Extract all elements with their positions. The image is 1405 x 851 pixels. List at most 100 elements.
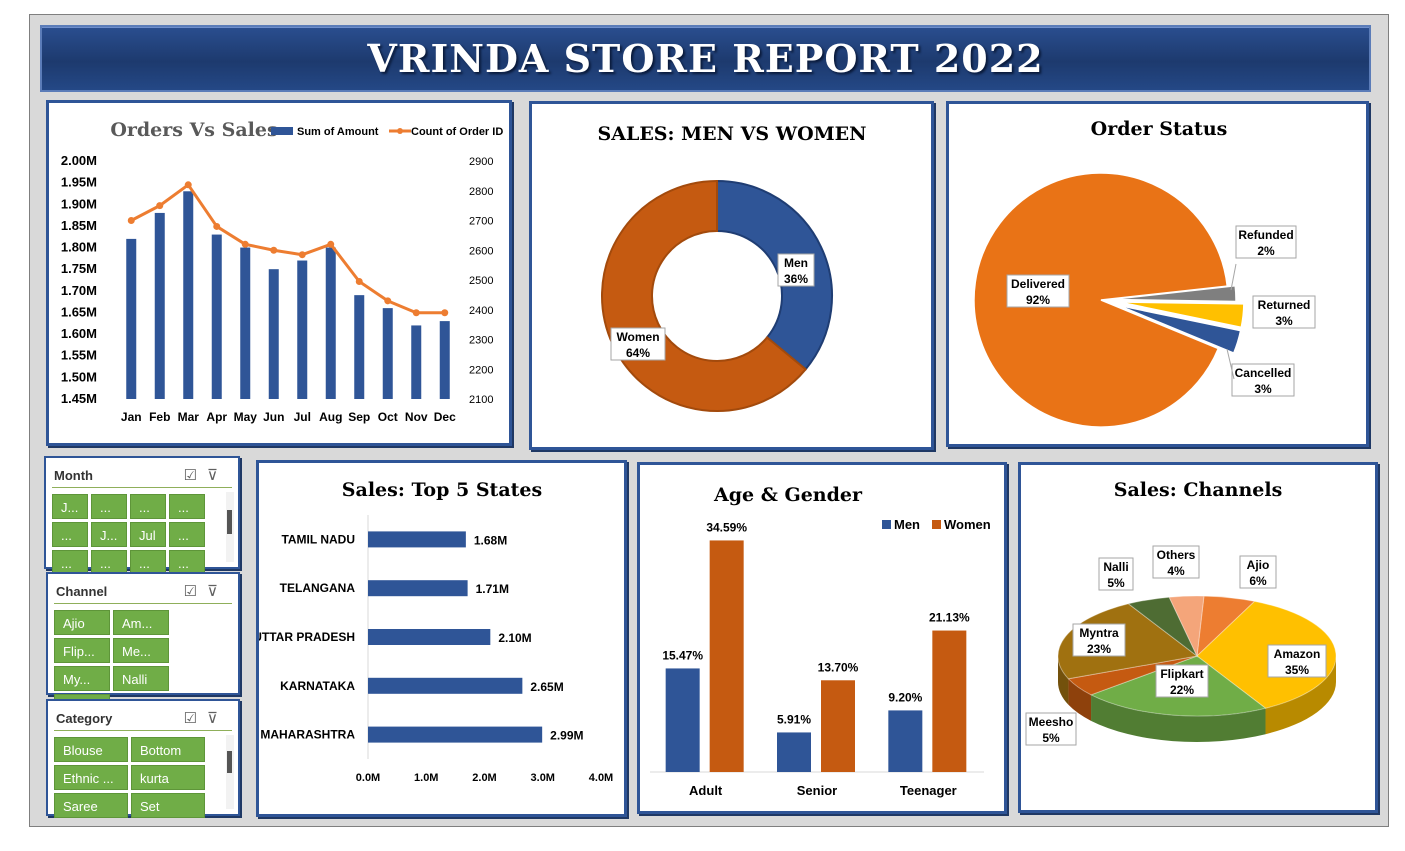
slicer-item[interactable]: ... (91, 550, 127, 575)
orders-point (213, 222, 221, 230)
sales-channels-pie-chart: Sales: Channels Ajio 6% Amazon 35% Flipkart 22… (1025, 479, 1337, 746)
multi-select-icon[interactable]: ☑ (183, 710, 208, 727)
orders-point (441, 309, 449, 317)
data-label-men-box (777, 253, 815, 287)
data-label-ajio-box (1239, 555, 1277, 589)
chart-title: Order Status (1091, 118, 1228, 140)
data-label-myntra-value: 23% (1087, 642, 1111, 656)
age-bar-women (932, 630, 967, 772)
data-label-women-value: 64% (626, 346, 650, 360)
multi-select-icon[interactable]: ☑ (183, 583, 208, 600)
sales-men-women-panel[interactable]: SALES: MEN VS WOMEN Men 36% Women 64% (529, 101, 934, 450)
x-tick-label: 3.0M (531, 772, 555, 784)
age-bar-women (821, 680, 855, 772)
top-states-panel[interactable]: Sales: Top 5 States TAMIL NADU 1.68M TELANG… (256, 460, 627, 817)
sales-bar (183, 191, 194, 399)
sales-bar (240, 247, 251, 399)
data-label-cancelled-name: Cancelled (1235, 366, 1292, 380)
data-label-refunded-value: 2% (1257, 244, 1275, 258)
slicer-item[interactable]: ... (91, 494, 127, 519)
clear-filter-icon[interactable]: ⊽ (207, 467, 228, 484)
legend-label-amount: Sum of Amount (297, 126, 379, 138)
x-tick-label: Feb (149, 410, 170, 424)
state-label: UTTAR PRADESH (259, 630, 355, 644)
slicer-item[interactable]: kurta (131, 765, 205, 790)
sales-bar (297, 260, 308, 399)
x-tick-label: Adult (689, 783, 723, 798)
clear-filter-icon[interactable]: ⊽ (207, 583, 228, 600)
category-slicer[interactable]: Category ☑⊽ Blouse Bottom Ethnic ... kurta S… (46, 699, 240, 818)
legend-label-men: Men (894, 517, 920, 532)
slicer-item[interactable]: Ajio (54, 610, 110, 635)
age-gender-panel[interactable]: Age & Gender Men Women 15.47% 34.59% Adult 5.9… (637, 462, 1007, 814)
data-label-refunded-name: Refunded (1238, 228, 1293, 242)
data-label-nalli-box (1098, 557, 1134, 591)
channel-slicer[interactable]: Channel ☑⊽ Ajio Am... Flip... Me... My... Nal… (46, 572, 240, 719)
orders-vs-sales-panel[interactable]: Orders Vs Sales Sum of Amount Count of Ord… (46, 100, 512, 446)
data-label-flipkart-name: Flipkart (1160, 667, 1203, 681)
slicer-scrollbar[interactable] (226, 492, 234, 562)
state-bar (368, 629, 491, 645)
state-bar (368, 580, 468, 597)
slicer-item[interactable]: Bottom (131, 737, 205, 762)
men-women-doughnut-chart: SALES: MEN VS WOMEN Men 36% Women 64% (598, 123, 867, 412)
sales-bar (154, 212, 165, 399)
sales-bar (382, 308, 393, 399)
x-tick-label: Nov (405, 410, 428, 424)
data-label-others-box (1152, 545, 1200, 579)
y-tick-label: 1.45M (61, 391, 97, 406)
legend-swatch-women (932, 520, 941, 529)
x-tick-label: Jul (294, 410, 311, 424)
y-tick-label: 1.90M (61, 196, 97, 211)
slicer-item[interactable]: Ethnic ... (54, 765, 128, 790)
order-status-panel[interactable]: Order Status Delivered 92% Refunded 2% Return… (946, 101, 1369, 447)
data-label-men-name: Men (784, 256, 808, 270)
sales-bar (268, 269, 279, 399)
slicer-scrollbar[interactable] (226, 735, 234, 809)
x-tick-label: 0.0M (356, 772, 380, 784)
y2-tick-label: 2700 (469, 216, 493, 228)
orders-point (156, 202, 164, 210)
orders-point (270, 246, 278, 254)
chart-title: Age & Gender (713, 484, 863, 506)
slicer-item[interactable]: J... (52, 494, 88, 519)
slicer-item[interactable]: Flip... (54, 638, 110, 663)
slicer-item[interactable]: My... (54, 666, 110, 691)
clear-filter-icon[interactable]: ⊽ (207, 710, 228, 727)
sales-bar (126, 238, 137, 399)
pie-slice-ajio (1196, 595, 1256, 658)
orders-point (184, 181, 192, 189)
age-value-label: 9.20% (888, 690, 922, 704)
legend-swatch-men (882, 520, 891, 529)
slicer-item[interactable]: ... (130, 494, 166, 519)
chart-title: Sales: Top 5 States (342, 479, 542, 501)
y2-tick-label: 2600 (469, 245, 493, 257)
slicer-item[interactable]: ... (169, 494, 205, 519)
slicer-item[interactable]: Set (131, 793, 205, 818)
slicer-item[interactable]: ... (52, 550, 88, 575)
x-tick-label: 2.0M (472, 772, 496, 784)
slicer-item[interactable]: Jul (130, 522, 166, 547)
multi-select-icon[interactable]: ☑ (183, 467, 208, 484)
slicer-item[interactable]: Nalli (113, 666, 169, 691)
legend-swatch-amount (271, 127, 293, 135)
slicer-item[interactable]: Blouse (54, 737, 128, 762)
month-slicer[interactable]: Month ☑⊽ J............... J... Jul........… (44, 456, 240, 575)
sales-channels-panel[interactable]: Sales: Channels Ajio 6% Amazon 35% Flipkart 22… (1018, 462, 1378, 813)
slicer-items: J............... J... Jul............... (52, 494, 224, 575)
y2-tick-label: 2800 (469, 186, 493, 198)
x-tick-label: Sep (348, 410, 370, 424)
age-bar-men (777, 732, 811, 772)
slicer-item[interactable]: J... (91, 522, 127, 547)
slicer-item[interactable]: ... (169, 550, 205, 575)
x-tick-label: 1.0M (414, 772, 438, 784)
slicer-item[interactable]: ... (169, 522, 205, 547)
state-label: TELANGANA (280, 581, 356, 595)
slicer-item[interactable]: Me... (113, 638, 169, 663)
slicer-item[interactable]: ... (52, 522, 88, 547)
slicer-item[interactable]: Saree (54, 793, 128, 818)
chart-title: Orders Vs Sales (110, 119, 277, 141)
orders-point (298, 251, 306, 259)
slicer-item[interactable]: Am... (113, 610, 169, 635)
data-label-flipkart-value: 22% (1170, 683, 1194, 697)
